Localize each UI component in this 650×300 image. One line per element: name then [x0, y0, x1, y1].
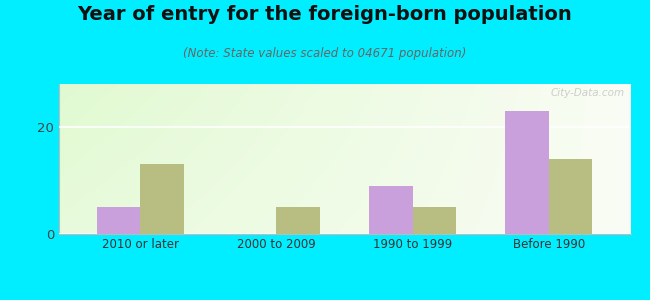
Bar: [505, 111, 549, 234]
Legend: 04671, Maine: 04671, Maine: [279, 297, 410, 300]
Bar: [413, 207, 456, 234]
Bar: [140, 164, 184, 234]
Text: City-Data.com: City-Data.com: [551, 88, 625, 98]
Text: Year of entry for the foreign-born population: Year of entry for the foreign-born popul…: [77, 4, 573, 23]
Bar: [276, 207, 320, 234]
Bar: [97, 207, 140, 234]
Bar: [549, 159, 592, 234]
Text: (Note: State values scaled to 04671 population): (Note: State values scaled to 04671 popu…: [183, 46, 467, 59]
Bar: [369, 186, 413, 234]
